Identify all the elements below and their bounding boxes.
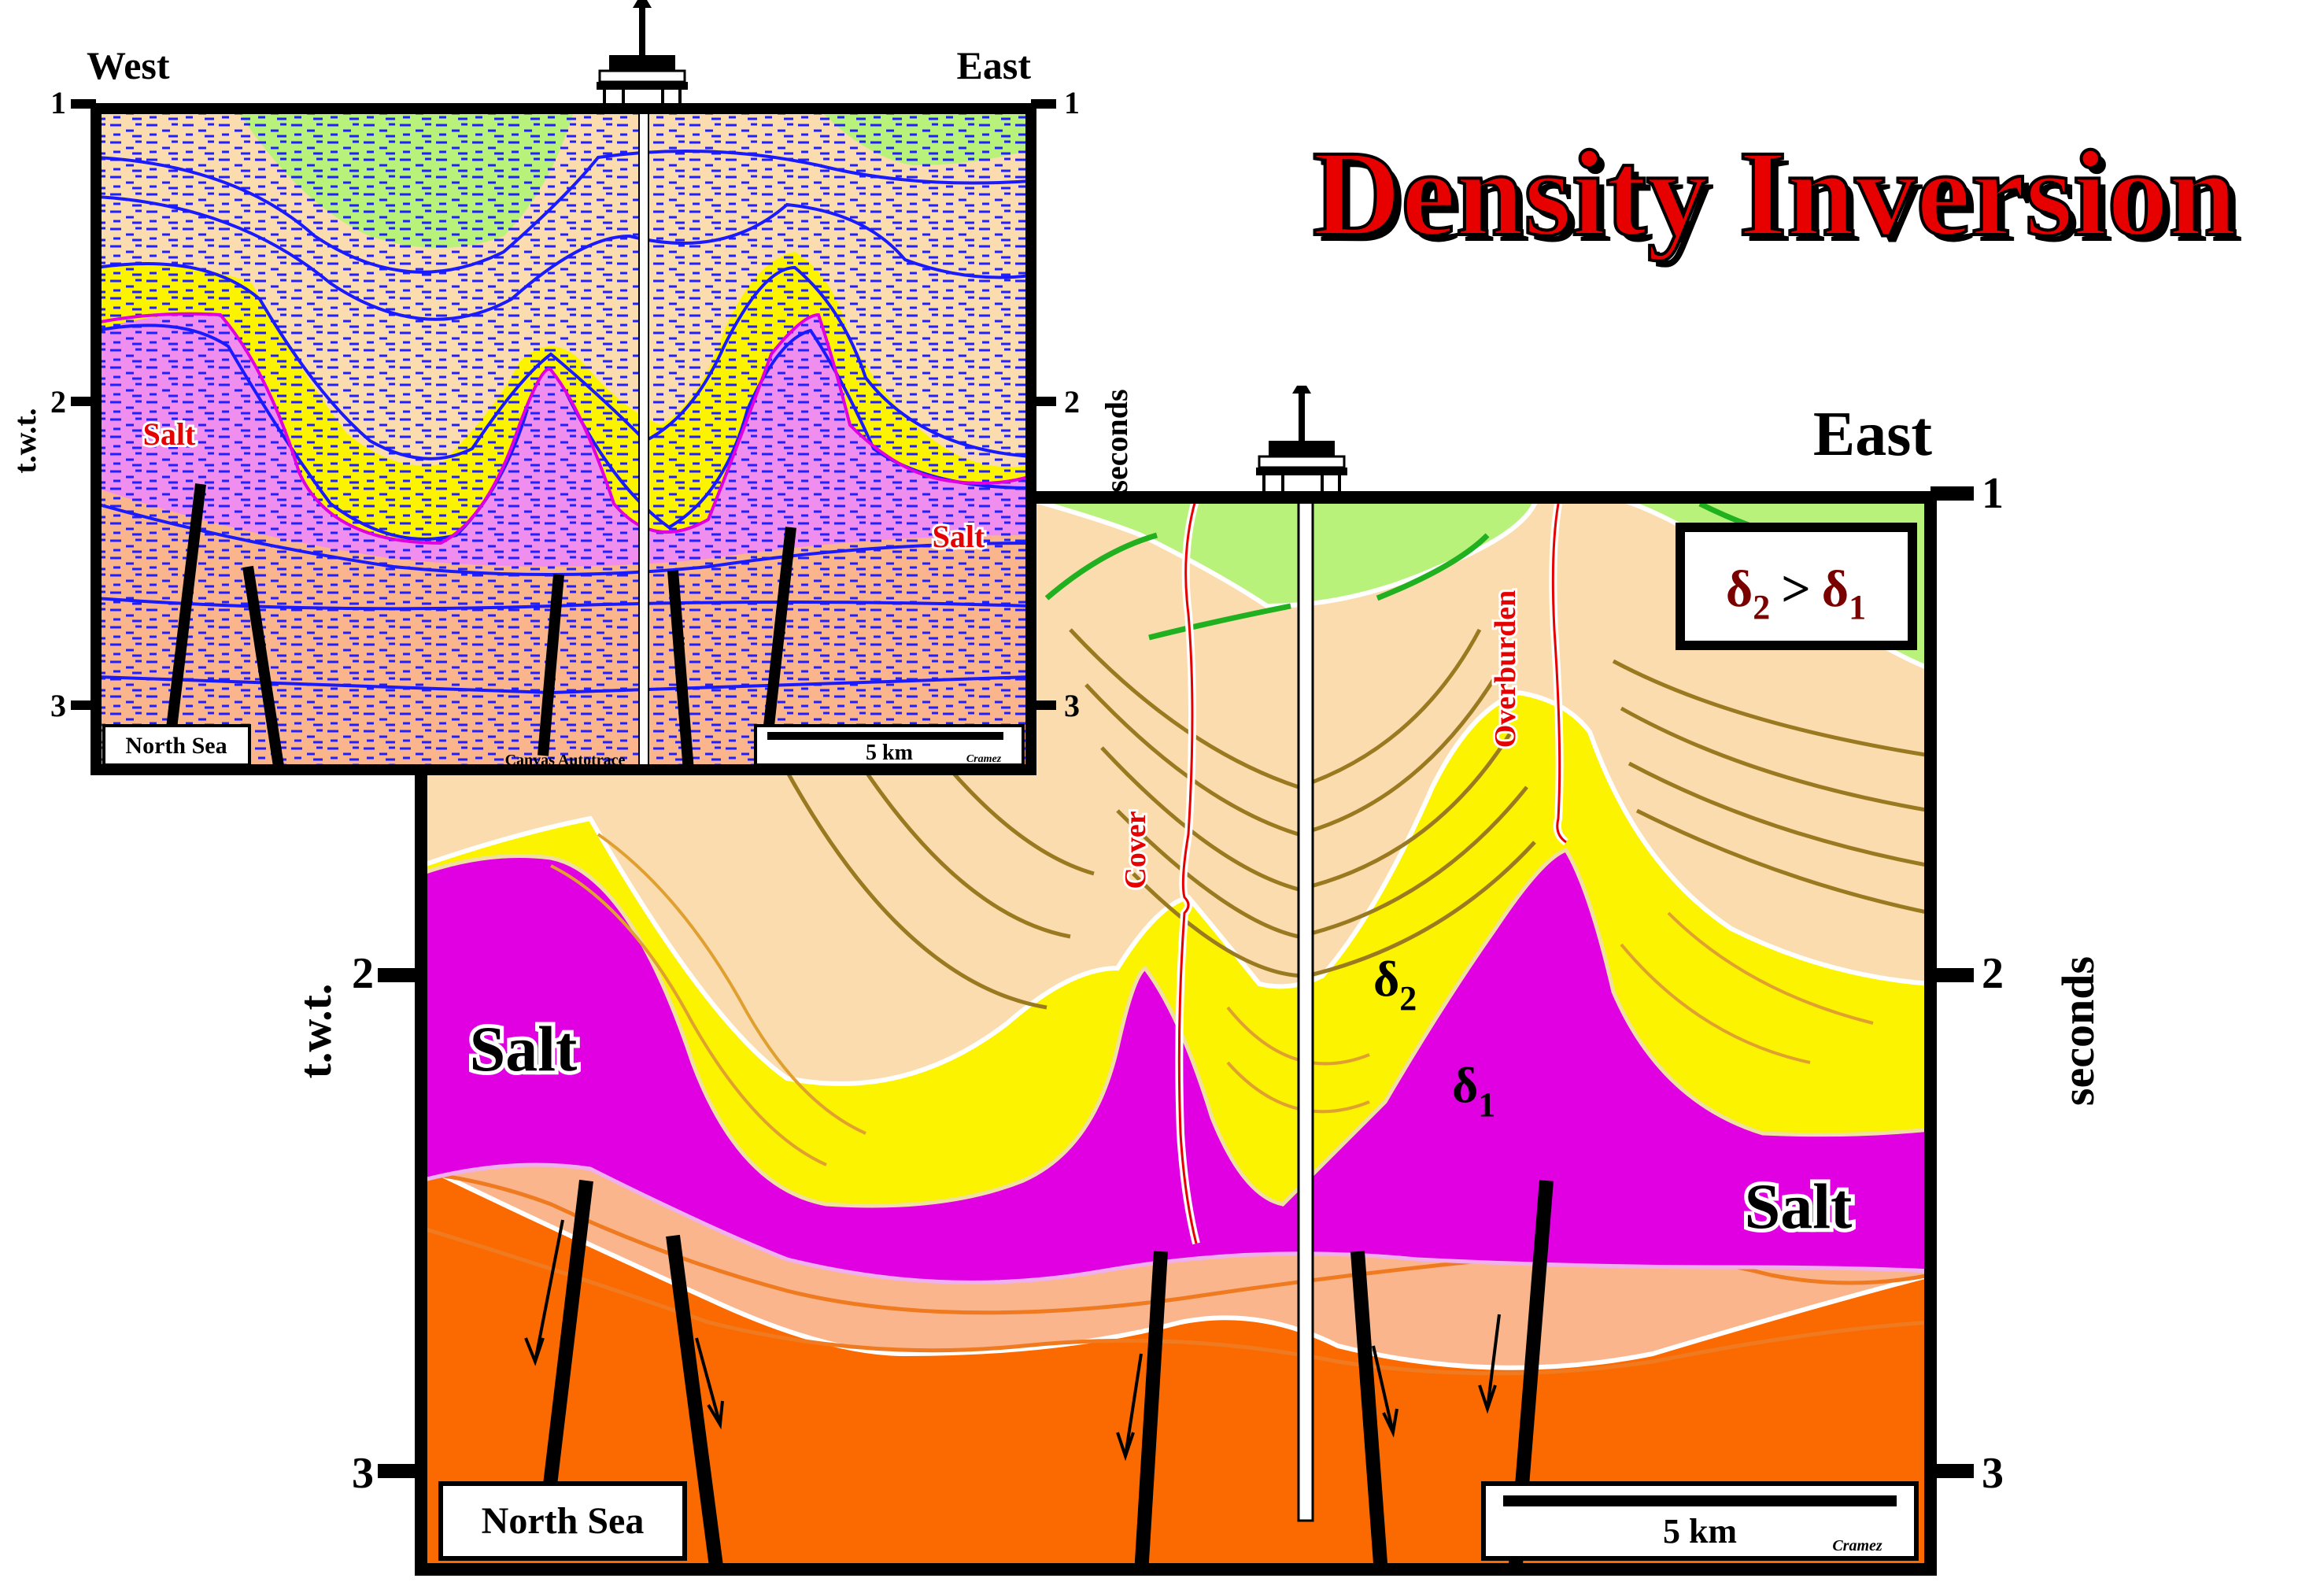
seismic-tick-left-3: 3 xyxy=(50,688,66,723)
seismic-tick-marks xyxy=(71,99,1056,710)
interp-frame xyxy=(415,491,1937,1576)
seismic-tick-right-3: 3 xyxy=(1064,688,1080,723)
seismic-location-box: North Sea xyxy=(102,724,251,767)
seismic-scale-label: 5 km xyxy=(866,741,913,765)
interp-scale-box: 5 km Cramez xyxy=(1481,1481,1919,1561)
title-shadow: Density Inversion xyxy=(1319,131,2243,268)
seismic-credit: Cramez xyxy=(966,753,1002,765)
interp-tick-left-3: 3 xyxy=(352,1449,374,1498)
seismic-salt-left: Salt xyxy=(143,416,196,452)
fault-arrows xyxy=(524,1219,1501,1462)
seismic-well-bore xyxy=(638,108,649,771)
interp-scale-label: 5 km xyxy=(1663,1512,1737,1551)
seismic-east-label: East xyxy=(957,43,1032,87)
drilling-rig-icon xyxy=(1256,386,1347,497)
seismic-tick-left-2: 2 xyxy=(50,384,66,420)
seismic-scale-box: 5 km Cramez xyxy=(754,724,1025,767)
interp-tick-right-1: 1 xyxy=(1982,469,2004,518)
density-legend-text: δ2 > δ1 xyxy=(1726,560,1866,627)
well-bore xyxy=(1297,496,1314,1522)
interp-salt-left: Salt xyxy=(470,1013,578,1085)
interp-tick-right-2: 2 xyxy=(1982,949,2004,998)
seismic-west-label: West xyxy=(87,43,170,87)
seismic-scale-bar xyxy=(767,732,1003,740)
interp-scale-bar xyxy=(1503,1495,1897,1506)
seismic-twt-label: t.w.t. xyxy=(7,408,42,473)
interp-north-sea-label: North Sea xyxy=(482,1500,645,1542)
seismic-panel: 1 2 3 1 2 3 West East t.w.t. seconds Sal… xyxy=(7,0,1134,775)
seismic-frame xyxy=(91,103,1036,775)
seismic-drilling-rig-icon xyxy=(597,0,688,109)
interpretation-panel: 2 3 1 2 3 East t.w.t. seconds Salt Salt … xyxy=(290,386,2104,1576)
page-title: Density Inversion xyxy=(1313,125,2237,261)
seismic-tick-left-1: 1 xyxy=(50,85,66,120)
interp-east-label: East xyxy=(1813,400,1932,469)
overburden-label: Overburden xyxy=(1489,590,1522,748)
seismic-reflections xyxy=(96,109,1031,770)
delta1-label: δ1 xyxy=(1452,1057,1495,1124)
interp-location-box: North Sea xyxy=(438,1481,687,1561)
interp-tick-left-2: 2 xyxy=(352,949,374,998)
seismic-tick-right-1: 1 xyxy=(1064,85,1080,120)
seismic-software-credit: Canvas Autotrace xyxy=(505,752,626,769)
seismic-fault-lines xyxy=(166,483,796,770)
seismic-seconds-label: seconds xyxy=(1099,389,1134,492)
delta2-label: δ2 xyxy=(1373,951,1417,1018)
seismic-tick-right-2: 2 xyxy=(1064,384,1080,420)
seismic-salt-right: Salt xyxy=(933,519,985,554)
seismic-north-sea-label: North Sea xyxy=(125,733,227,759)
interp-tick-marks xyxy=(378,486,1974,1478)
cover-label: Cover xyxy=(1119,811,1152,889)
interp-salt-right: Salt xyxy=(1745,1170,1853,1242)
interp-credit: Cramez xyxy=(1832,1537,1882,1554)
interp-seconds-label: seconds xyxy=(2052,956,2104,1106)
interp-tick-right-3: 3 xyxy=(1982,1449,2004,1498)
density-legend: δ2 > δ1 xyxy=(1676,523,1917,650)
fault-lines xyxy=(540,1179,1554,1569)
interp-twt-label: t.w.t. xyxy=(290,984,341,1079)
